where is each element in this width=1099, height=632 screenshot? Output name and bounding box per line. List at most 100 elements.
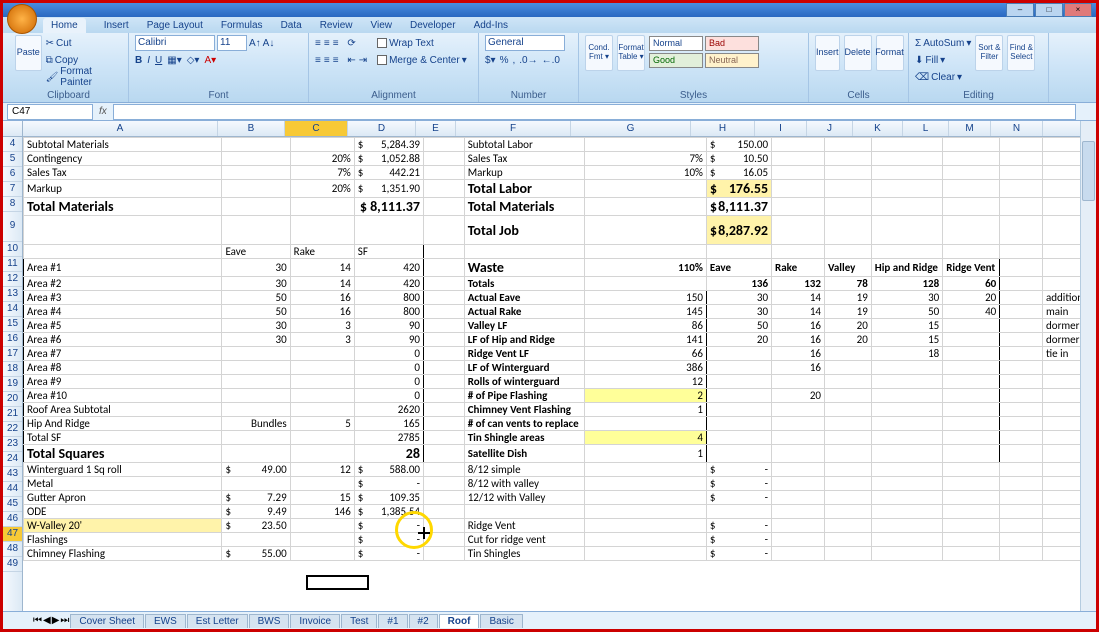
tab-home[interactable]: Home [43,18,86,33]
tab-addins[interactable]: Add-Ins [474,20,508,31]
sheet-tab[interactable]: Roof [439,614,480,628]
row-header[interactable]: 20 [3,392,22,407]
column-header-K[interactable]: K [853,121,903,136]
merge-button[interactable]: Merge & Center [389,55,460,66]
scroll-thumb[interactable] [1082,141,1095,201]
bold-button[interactable]: B [135,55,142,66]
column-header-F[interactable]: F [456,121,571,136]
column-header-J[interactable]: J [807,121,853,136]
column-header-M[interactable]: M [949,121,991,136]
office-button[interactable] [7,4,37,34]
sheet-tab[interactable]: BWS [249,614,290,628]
column-header-I[interactable]: I [755,121,807,136]
sheet-tab[interactable]: Invoice [290,614,340,628]
percent-icon[interactable]: % [500,55,509,66]
sort-filter-button[interactable]: Sort &Filter [975,35,1003,71]
sheet-tab[interactable]: Cover Sheet [70,614,144,628]
align-center-icon[interactable]: ≡ [324,55,330,66]
inc-decimal-icon[interactable]: .0→ [519,55,537,66]
row-header[interactable]: 21 [3,407,22,422]
style-neutral[interactable]: Neutral [705,53,759,68]
align-right-icon[interactable]: ≡ [333,55,339,66]
number-format-select[interactable]: General [485,35,565,51]
font-size-select[interactable]: 11 [217,35,247,51]
sheet-tab[interactable]: #1 [378,614,407,628]
row-header[interactable]: 5 [3,152,22,167]
row-header[interactable]: 7 [3,182,22,197]
row-header[interactable]: 16 [3,332,22,347]
close-button[interactable]: × [1064,3,1092,17]
row-header[interactable]: 19 [3,377,22,392]
tab-developer[interactable]: Developer [410,20,456,31]
row-header[interactable]: 24 [3,452,22,467]
tab-data[interactable]: Data [281,20,302,31]
find-select-button[interactable]: Find &Select [1007,35,1035,71]
currency-icon[interactable]: $▾ [485,55,496,66]
tab-insert[interactable]: Insert [104,20,129,31]
tab-page-layout[interactable]: Page Layout [147,20,203,31]
tab-nav-last-icon[interactable]: ⏭ [60,615,69,626]
row-header[interactable]: 22 [3,422,22,437]
row-header[interactable]: 4 [3,137,22,152]
indent-inc-icon[interactable]: ⇥ [359,55,367,66]
indent-dec-icon[interactable]: ⇤ [347,55,355,66]
column-header-D[interactable]: D [348,121,416,136]
row-header[interactable]: 49 [3,557,22,572]
column-header-H[interactable]: H [691,121,755,136]
italic-button[interactable]: I [147,55,150,66]
align-mid-icon[interactable]: ≡ [324,38,330,49]
column-header-B[interactable]: B [218,121,285,136]
row-header[interactable]: 18 [3,362,22,377]
sheet-tab[interactable]: EWS [145,614,186,628]
format-cells-button[interactable]: Format [876,35,904,71]
format-painter-button[interactable]: Format Painter [60,66,122,88]
row-header[interactable]: 23 [3,437,22,452]
row-header[interactable]: 10 [3,242,22,257]
format-table-button[interactable]: FormatTable ▾ [617,35,645,71]
row-header[interactable]: 13 [3,287,22,302]
comma-icon[interactable]: , [513,55,516,66]
row-header[interactable]: 45 [3,497,22,512]
column-header-N[interactable]: N [991,121,1043,136]
maximize-button[interactable]: □ [1035,3,1063,17]
formula-bar[interactable] [113,104,1076,120]
row-header[interactable]: 15 [3,317,22,332]
autosum-icon[interactable]: Σ [915,38,921,49]
align-top-icon[interactable]: ≡ [315,38,321,49]
tab-view[interactable]: View [370,20,392,31]
style-normal[interactable]: Normal [649,36,703,51]
insert-cells-button[interactable]: Insert [815,35,840,71]
column-header-G[interactable]: G [571,121,691,136]
row-header[interactable]: 48 [3,542,22,557]
align-left-icon[interactable]: ≡ [315,55,321,66]
row-header[interactable]: 12 [3,272,22,287]
cut-button[interactable]: Cut [56,38,72,49]
clear-button[interactable]: Clear [931,72,955,83]
fill-button[interactable]: Fill [925,55,938,66]
orient-icon[interactable]: ⟳ [347,38,355,49]
font-color-icon[interactable]: A▾ [204,55,216,66]
row-header[interactable]: 46 [3,512,22,527]
fx-icon[interactable]: fx [93,106,113,117]
tab-nav-next-icon[interactable]: ▶ [52,615,60,626]
sheet-tab[interactable]: Est Letter [187,614,248,628]
row-header[interactable]: 8 [3,197,22,212]
border-icon[interactable]: ▦▾ [167,55,181,66]
column-header-C[interactable]: C [285,121,348,136]
sheet-tab[interactable]: Basic [480,614,522,628]
column-header-L[interactable]: L [903,121,949,136]
minimize-button[interactable]: – [1006,3,1034,17]
fill-icon[interactable]: ⬇ [915,55,923,66]
dec-decimal-icon[interactable]: ←.0 [542,55,560,66]
row-header[interactable]: 47 [3,527,22,542]
wrap-check[interactable] [377,38,387,48]
row-header[interactable]: 43 [3,467,22,482]
name-box[interactable]: C47 [7,104,93,120]
row-header[interactable]: 44 [3,482,22,497]
clear-icon[interactable]: ⌫ [915,72,929,83]
style-bad[interactable]: Bad [705,36,759,51]
shrink-font-icon[interactable]: A↓ [263,38,275,49]
wrap-text-button[interactable]: Wrap Text [389,38,434,49]
cond-fmt-button[interactable]: Cond.Fmt ▾ [585,35,613,71]
row-header[interactable]: 11 [3,257,22,272]
